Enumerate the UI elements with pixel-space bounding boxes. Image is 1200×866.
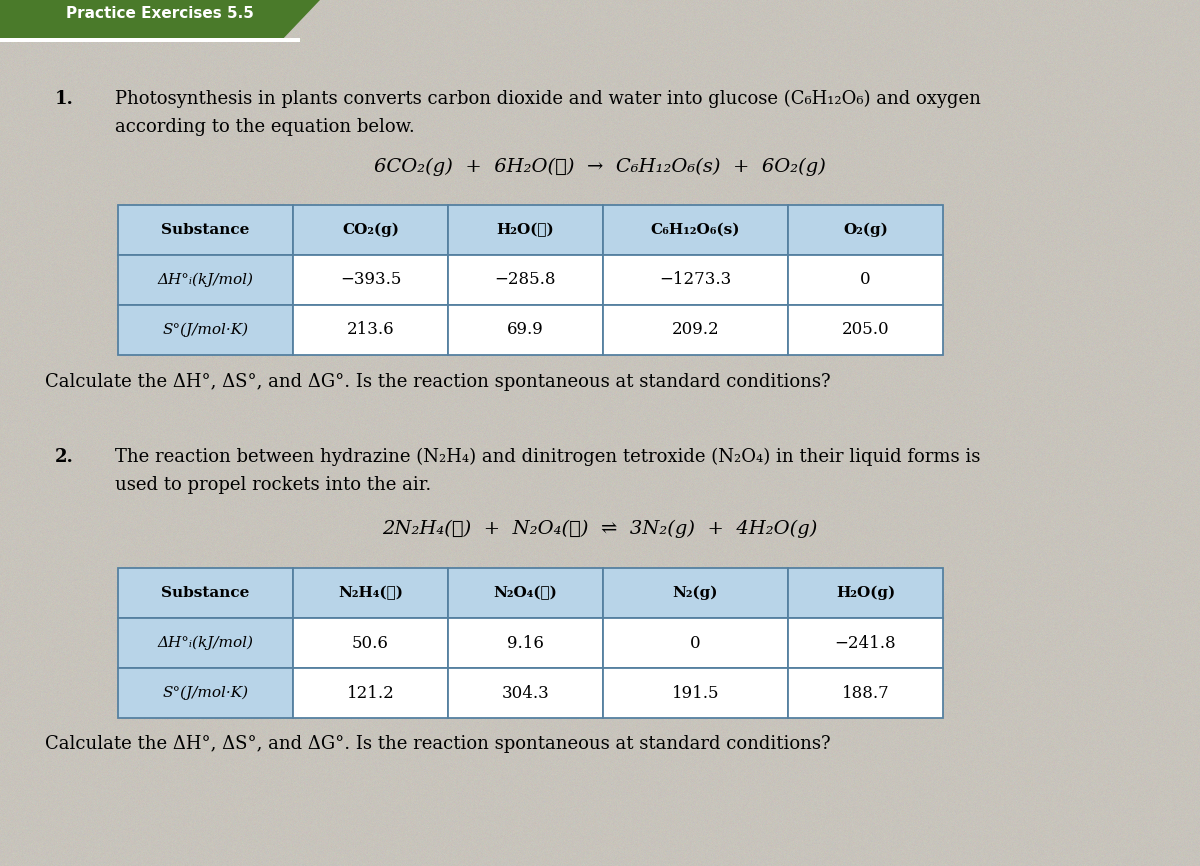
Polygon shape <box>0 0 320 42</box>
Bar <box>788 305 943 355</box>
Bar <box>448 618 604 668</box>
Bar <box>293 568 448 618</box>
Text: 6CO₂(g)  +  6H₂O(ℓ)  →  C₆H₁₂O₆(s)  +  6O₂(g): 6CO₂(g) + 6H₂O(ℓ) → C₆H₁₂O₆(s) + 6O₂(g) <box>374 158 826 177</box>
Text: Practice Exercises 5.5: Practice Exercises 5.5 <box>66 7 254 22</box>
Text: 0: 0 <box>860 272 871 288</box>
Bar <box>788 255 943 305</box>
Text: H₂O(g): H₂O(g) <box>836 585 895 600</box>
Text: Substance: Substance <box>161 223 250 237</box>
Text: 69.9: 69.9 <box>508 321 544 339</box>
Text: 188.7: 188.7 <box>841 684 889 701</box>
Bar <box>788 205 943 255</box>
Bar <box>118 255 293 305</box>
Bar <box>788 568 943 618</box>
Text: S°(J/mol·K): S°(J/mol·K) <box>162 686 248 701</box>
Text: −241.8: −241.8 <box>835 635 896 651</box>
Bar <box>293 305 448 355</box>
Text: Substance: Substance <box>161 586 250 600</box>
Text: 213.6: 213.6 <box>347 321 395 339</box>
Bar <box>448 668 604 718</box>
Text: according to the equation below.: according to the equation below. <box>115 118 415 136</box>
Bar <box>293 205 448 255</box>
Bar <box>448 305 604 355</box>
Text: ΔH°ᵢ(kJ/mol): ΔH°ᵢ(kJ/mol) <box>157 273 253 288</box>
Text: −285.8: −285.8 <box>494 272 557 288</box>
Text: ΔH°ᵢ(kJ/mol): ΔH°ᵢ(kJ/mol) <box>157 636 253 650</box>
Bar <box>118 305 293 355</box>
Bar <box>604 668 788 718</box>
Text: 9.16: 9.16 <box>508 635 544 651</box>
Text: S°(J/mol·K): S°(J/mol·K) <box>162 323 248 337</box>
Text: 121.2: 121.2 <box>347 684 395 701</box>
Bar <box>604 205 788 255</box>
Text: CO₂(g): CO₂(g) <box>342 223 398 237</box>
Bar <box>604 568 788 618</box>
Bar <box>448 205 604 255</box>
Text: 2.: 2. <box>55 448 74 466</box>
Bar <box>118 668 293 718</box>
Text: used to propel rockets into the air.: used to propel rockets into the air. <box>115 476 431 494</box>
Bar <box>604 255 788 305</box>
Text: 304.3: 304.3 <box>502 684 550 701</box>
Bar <box>448 568 604 618</box>
Bar <box>788 668 943 718</box>
Text: −1273.3: −1273.3 <box>659 272 732 288</box>
Text: 1.: 1. <box>55 90 74 108</box>
Bar <box>604 305 788 355</box>
Text: H₂O(ℓ): H₂O(ℓ) <box>497 223 554 237</box>
Text: −393.5: −393.5 <box>340 272 401 288</box>
Text: 205.0: 205.0 <box>841 321 889 339</box>
Text: C₆H₁₂O₆(s): C₆H₁₂O₆(s) <box>650 223 740 237</box>
Bar <box>788 618 943 668</box>
Text: Calculate the ΔH°, ΔS°, and ΔG°. Is the reaction spontaneous at standard conditi: Calculate the ΔH°, ΔS°, and ΔG°. Is the … <box>46 373 830 391</box>
Bar <box>118 205 293 255</box>
Bar <box>118 618 293 668</box>
Text: Photosynthesis in plants converts carbon dioxide and water into glucose (C₆H₁₂O₆: Photosynthesis in plants converts carbon… <box>115 90 980 108</box>
Text: 50.6: 50.6 <box>352 635 389 651</box>
Text: N₂O₄(ℓ): N₂O₄(ℓ) <box>493 586 558 600</box>
Bar <box>604 618 788 668</box>
Text: N₂H₄(ℓ): N₂H₄(ℓ) <box>338 586 403 600</box>
Bar <box>293 255 448 305</box>
Text: O₂(g): O₂(g) <box>844 223 888 237</box>
Bar <box>293 668 448 718</box>
Text: N₂(g): N₂(g) <box>673 585 719 600</box>
Text: 2N₂H₄(ℓ)  +  N₂O₄(ℓ)  ⇌  3N₂(g)  +  4H₂O(g): 2N₂H₄(ℓ) + N₂O₄(ℓ) ⇌ 3N₂(g) + 4H₂O(g) <box>383 520 817 539</box>
Bar <box>293 618 448 668</box>
Text: The reaction between hydrazine (N₂H₄) and dinitrogen tetroxide (N₂O₄) in their l: The reaction between hydrazine (N₂H₄) an… <box>115 448 980 466</box>
Text: 191.5: 191.5 <box>672 684 719 701</box>
Text: 0: 0 <box>690 635 701 651</box>
Bar <box>0 38 300 42</box>
Text: Calculate the ΔH°, ΔS°, and ΔG°. Is the reaction spontaneous at standard conditi: Calculate the ΔH°, ΔS°, and ΔG°. Is the … <box>46 735 830 753</box>
Bar <box>448 255 604 305</box>
Text: 209.2: 209.2 <box>672 321 719 339</box>
Bar <box>118 568 293 618</box>
